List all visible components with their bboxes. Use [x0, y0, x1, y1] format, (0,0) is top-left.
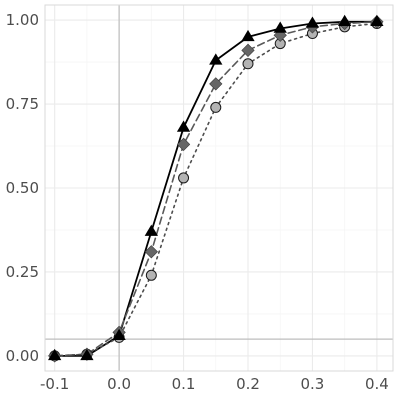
y-tick-label: 0.75	[6, 95, 39, 113]
circle-point	[145, 269, 157, 281]
triangle-point	[305, 16, 320, 28]
triangle-point	[209, 53, 223, 65]
series-line-diamond	[53, 20, 378, 357]
x-tick-label: 0.3	[301, 375, 325, 393]
y-tick-label: 0.25	[6, 263, 39, 281]
triangle-point	[176, 120, 191, 132]
triangle-point	[144, 224, 158, 236]
circle-point	[210, 101, 222, 113]
triangle-point	[273, 21, 287, 33]
x-tick-label: 0.1	[172, 375, 196, 393]
y-tick-label: 0.50	[6, 179, 39, 197]
x-tick-label: 0.0	[107, 375, 131, 393]
triangle-point	[241, 29, 255, 42]
triangle-point	[48, 348, 62, 361]
triangle-point	[80, 348, 94, 361]
y-tick-label: 0.00	[6, 347, 39, 365]
panel-border	[44, 4, 394, 372]
triangle-point	[370, 14, 384, 26]
x-tick-label: -0.1	[40, 375, 69, 393]
diamond-point	[209, 77, 223, 91]
triangle-point	[112, 328, 126, 340]
y-tick-label: 1.00	[6, 11, 39, 29]
x-tick-label: 0.2	[236, 375, 260, 393]
diamond-point	[241, 43, 255, 57]
triangle-point	[338, 14, 352, 26]
diamond-point	[176, 137, 191, 151]
series-points-triangle	[48, 14, 384, 361]
circle-point	[242, 58, 254, 70]
circle-point	[178, 172, 190, 184]
diamond-point	[144, 245, 158, 259]
x-tick-label: 0.4	[365, 375, 389, 393]
